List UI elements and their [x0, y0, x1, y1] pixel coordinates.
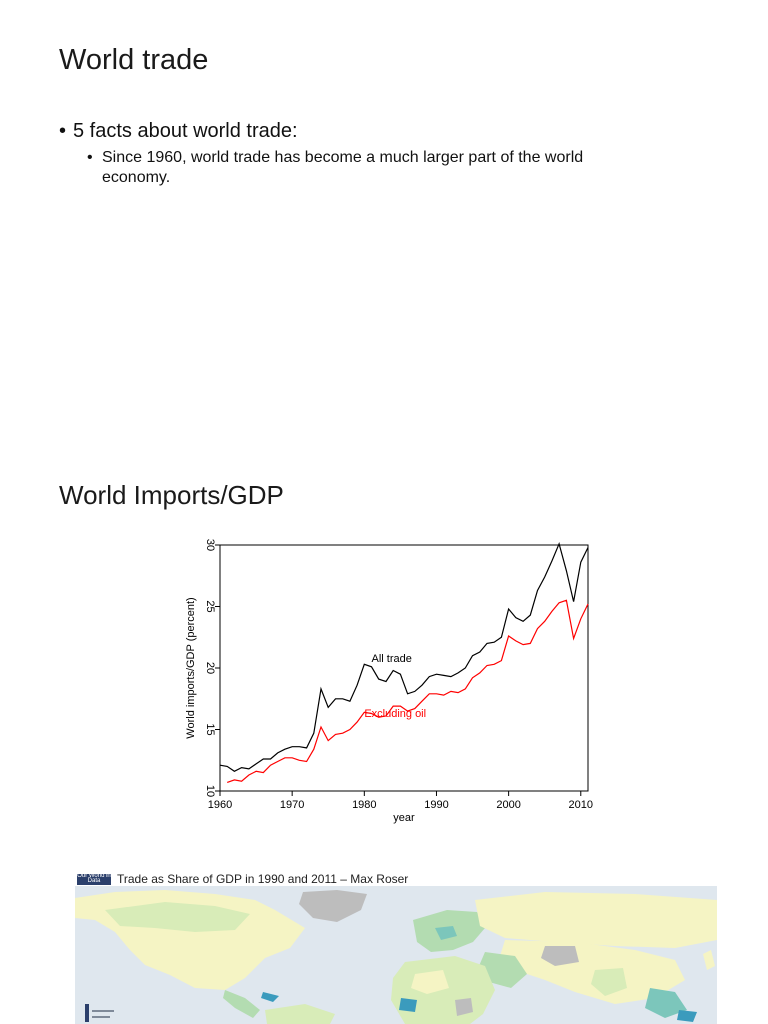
- annotation-excluding-oil: Excluding oil: [364, 708, 426, 720]
- caribbean-shape: [261, 992, 279, 1002]
- map-header: Our World in Data Trade as Share of GDP …: [75, 870, 717, 886]
- africa-shape: [391, 956, 495, 1024]
- x-tick-label: 1990: [424, 799, 448, 811]
- y-tick-label: 25: [204, 600, 216, 612]
- legend-swatch: [85, 1004, 89, 1022]
- annotation-all-trade: All trade: [372, 653, 412, 665]
- bullet-facts: • 5 facts about world trade:: [59, 118, 719, 144]
- east-africa-shape: [455, 998, 473, 1016]
- map-title: Trade as Share of GDP in 1990 and 2011 –…: [117, 872, 409, 886]
- legend-entry-2: [92, 1016, 110, 1018]
- x-tick-label: 1980: [352, 799, 376, 811]
- world-map-image: [75, 870, 717, 1024]
- sub-bullet-since-1960: • Since 1960, world trade has become a m…: [87, 148, 647, 188]
- x-tick-label: 2010: [569, 799, 593, 811]
- y-tick-label: 30: [204, 539, 216, 551]
- section-title-imports-gdp: World Imports/GDP: [59, 480, 284, 510]
- map-legend: [85, 1004, 114, 1022]
- central-america-shape: [223, 990, 260, 1018]
- canada-shape: [105, 902, 250, 932]
- y-axis-title: World imports/GDP (percent): [185, 597, 197, 738]
- middle-east-shape: [479, 952, 527, 988]
- malaysia-shape: [677, 1010, 697, 1022]
- southeast-asia-shape: [645, 988, 687, 1018]
- legend-entry-1: [92, 1010, 114, 1012]
- imports-gdp-chart: 1960 1970 1980 1990 2000 20101015202530yearWo…: [185, 539, 593, 824]
- x-tick-label: 2000: [496, 799, 520, 811]
- trade-share-map: Our World in Data Trade as Share of GDP …: [75, 870, 717, 1024]
- south-america-shape: [265, 1004, 335, 1024]
- x-axis-title: year: [393, 812, 415, 824]
- bullet-facts-text: 5 facts about world trade:: [73, 120, 298, 142]
- japan-shape: [703, 950, 715, 970]
- plot-frame: [219, 544, 589, 792]
- sub-bullet-marker: •: [87, 149, 93, 166]
- west-africa-shape: [399, 998, 417, 1012]
- sahara-shape: [411, 970, 449, 994]
- central-asia-shape: [541, 946, 579, 966]
- russia-shape: [475, 892, 717, 948]
- central-europe-shape: [435, 926, 457, 940]
- greenland-shape: [299, 890, 367, 922]
- india-shape: [591, 968, 627, 996]
- owid-logo: Our World in Data: [77, 874, 111, 885]
- y-tick-label: 15: [204, 723, 216, 735]
- x-tick-label: 1960: [208, 799, 232, 811]
- series-line-excluding-oil: [227, 599, 589, 783]
- series-line-all-trade: [219, 541, 589, 772]
- sub-bullet-text: Since 1960, world trade has become a muc…: [102, 149, 584, 186]
- y-tick-label: 10: [204, 785, 216, 797]
- x-tick-label: 1970: [280, 799, 304, 811]
- y-tick-label: 20: [204, 662, 216, 674]
- slide-title: World trade: [59, 44, 209, 76]
- bullet-marker: •: [59, 120, 67, 142]
